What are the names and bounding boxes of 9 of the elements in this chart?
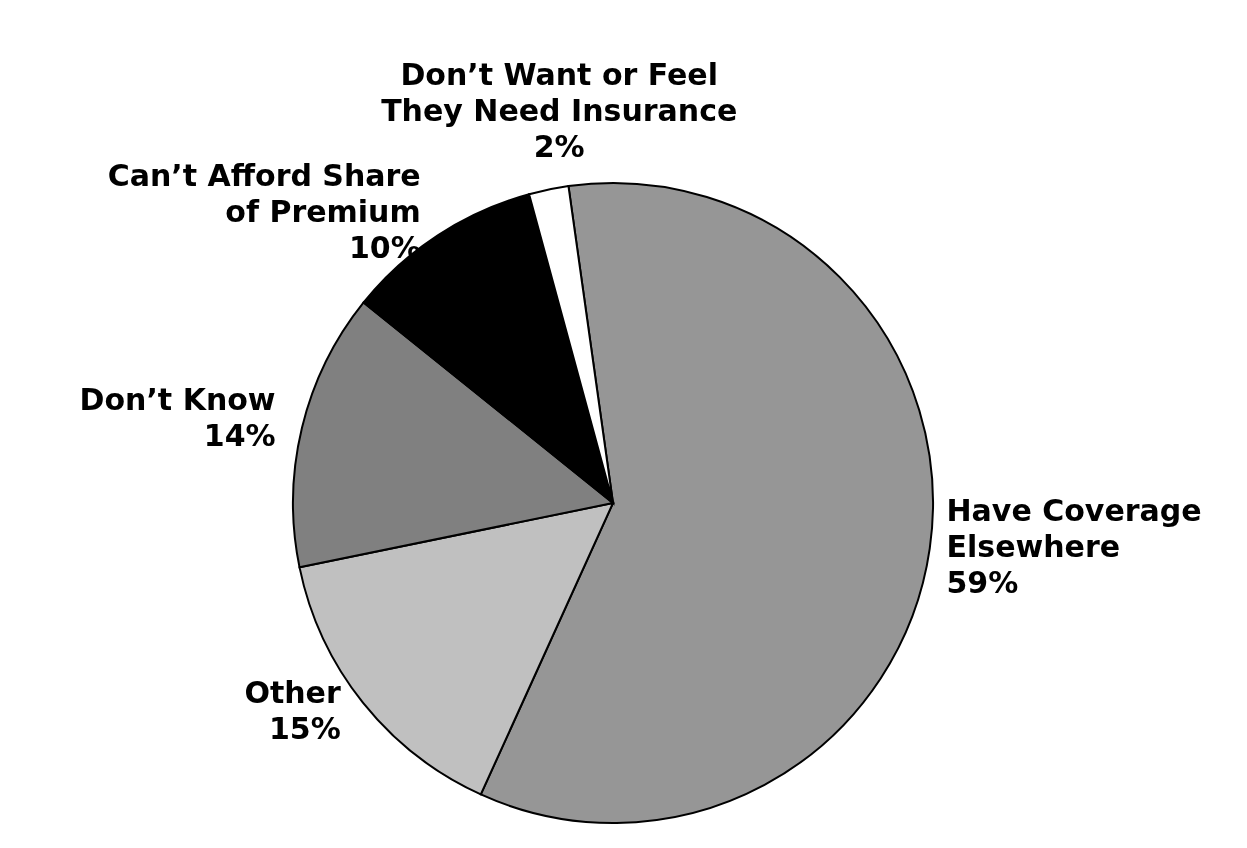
slice-label: Can’t Afford Share of Premium [107, 157, 421, 229]
data-label: 14% [203, 417, 276, 453]
slice-label: Have Coverage Elsewhere [946, 492, 1202, 564]
data-label: 2% [533, 128, 585, 164]
slice-label: Don’t Know [79, 381, 276, 417]
slice-label: Other [244, 675, 341, 711]
data-label: 59% [946, 564, 1019, 600]
slice-label: Don’t Want or Feel They Need Insurance [381, 56, 738, 128]
data-label: 15% [268, 711, 341, 747]
